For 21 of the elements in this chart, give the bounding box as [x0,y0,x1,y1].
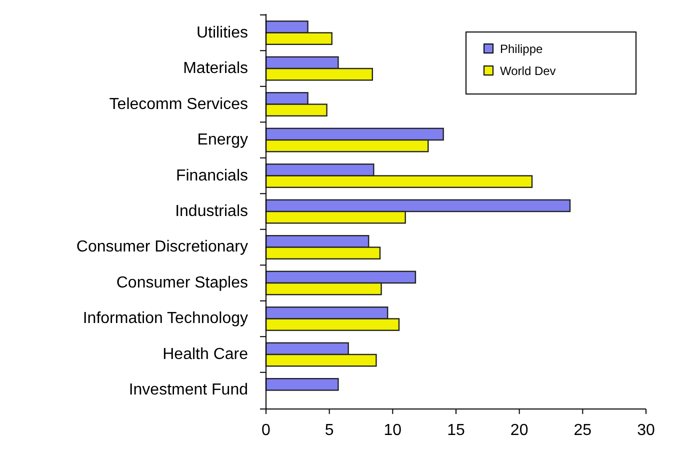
x-tick-label: 30 [637,422,655,439]
x-tick-label: 5 [324,422,334,439]
y-tick-label: Financials [176,167,248,184]
y-tick-label: Investment Fund [128,382,248,399]
legend-label: World Dev [500,64,556,78]
y-tick-label: Consumer Discretionary [76,238,248,256]
y-tick-label: Consumer Staples [116,274,248,292]
x-tick-label: 25 [574,422,592,439]
y-tick-label: Utilities [196,24,248,42]
x-tick-label: 20 [510,422,528,439]
legend-label: Philippe [500,42,544,56]
y-tick-label: Telecomm Services [109,96,248,113]
y-tick-label: Materials [183,60,248,78]
y-tick-label: Health Care [162,346,248,363]
x-tick-label: 0 [262,422,271,439]
y-tick-label: Industrials [175,203,248,220]
bar [265,378,339,391]
y-tick-label: Information Technology [82,310,248,328]
x-tick-label: 15 [447,422,465,439]
x-tick-label: 10 [384,422,402,439]
y-tick-label: Energy [197,132,248,149]
